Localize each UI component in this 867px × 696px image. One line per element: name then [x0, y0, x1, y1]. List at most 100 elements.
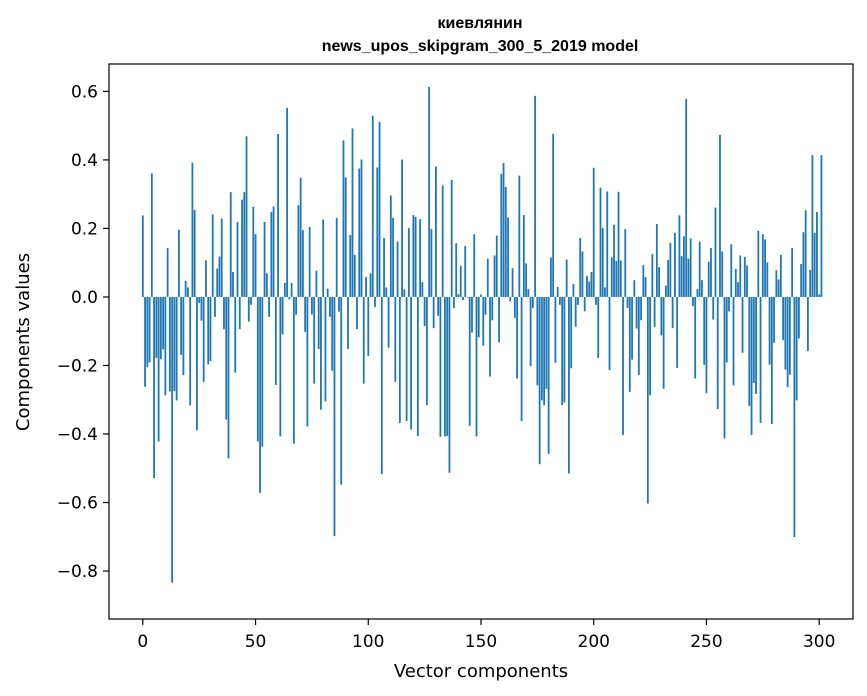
- bar: [802, 232, 805, 297]
- bar: [468, 296, 471, 426]
- x-tick-label: 100: [352, 632, 384, 652]
- bar: [804, 210, 807, 297]
- bar: [274, 296, 277, 386]
- bar: [252, 206, 255, 297]
- bar: [671, 296, 674, 329]
- bar: [608, 296, 611, 370]
- bar: [820, 155, 823, 297]
- bar: [254, 234, 257, 297]
- bar: [779, 254, 782, 297]
- bar: [635, 296, 638, 329]
- bar: [475, 296, 478, 437]
- bar: [385, 287, 388, 297]
- bar: [748, 296, 751, 406]
- bar: [380, 296, 383, 475]
- bar: [534, 95, 537, 297]
- y-tick-label: 0.2: [71, 219, 98, 239]
- bar: [444, 296, 446, 437]
- bar: [279, 296, 282, 437]
- bar: [477, 296, 480, 338]
- y-tick-label: −0.6: [57, 494, 98, 514]
- bar: [757, 230, 760, 297]
- bar: [453, 296, 455, 309]
- y-tick-label: 0.0: [71, 288, 98, 308]
- bar: [538, 296, 541, 465]
- bar: [701, 280, 703, 297]
- bar: [586, 276, 588, 297]
- bar: [782, 296, 785, 341]
- bar: [439, 296, 442, 437]
- bar: [148, 296, 151, 363]
- bar: [207, 296, 210, 365]
- bar: [619, 260, 622, 297]
- bar: [601, 228, 604, 297]
- bar: [286, 107, 289, 297]
- bar: [288, 296, 291, 300]
- bar: [568, 296, 570, 474]
- bar: [807, 296, 809, 352]
- bar: [678, 215, 681, 297]
- x-tick-label: 50: [245, 632, 267, 652]
- bar: [365, 277, 367, 297]
- bar: [536, 296, 539, 386]
- bar: [349, 234, 352, 297]
- bar: [486, 258, 489, 297]
- bar: [685, 98, 688, 297]
- bar: [182, 296, 185, 376]
- bar: [529, 296, 532, 367]
- bar: [642, 265, 645, 297]
- bar: [732, 296, 735, 386]
- bar: [520, 296, 523, 421]
- bar: [220, 218, 223, 297]
- bar: [425, 296, 428, 406]
- bar: [511, 268, 514, 297]
- bar: [739, 255, 742, 297]
- bar: [304, 296, 307, 332]
- bar: [283, 282, 286, 297]
- y-tick-label: −0.8: [57, 562, 98, 582]
- bar: [493, 255, 496, 297]
- x-tick-label: 150: [465, 632, 497, 652]
- bar: [435, 166, 437, 297]
- bar: [728, 296, 730, 312]
- bar: [660, 296, 663, 336]
- y-tick-label: −0.4: [57, 425, 98, 445]
- bar: [705, 296, 708, 394]
- bar: [673, 232, 676, 297]
- bar: [525, 263, 527, 297]
- bar: [615, 260, 618, 297]
- bar: [356, 296, 358, 330]
- bar: [750, 296, 753, 436]
- bar: [797, 296, 800, 339]
- x-tick-label: 250: [690, 632, 722, 652]
- bar: [800, 264, 803, 297]
- y-tick-label: −0.2: [57, 356, 98, 376]
- bar: [317, 296, 320, 350]
- bar: [155, 296, 158, 358]
- chart-title: киевлянин: [437, 15, 522, 32]
- bar: [405, 296, 408, 421]
- bar: [509, 296, 512, 302]
- bar: [335, 217, 338, 297]
- y-axis-label: Components values: [13, 253, 34, 431]
- bar: [238, 296, 241, 330]
- bar: [721, 251, 724, 297]
- bar: [301, 230, 304, 297]
- y-tick-label: 0.4: [71, 151, 98, 171]
- bar: [441, 185, 444, 297]
- bar: [324, 296, 327, 402]
- bar: [504, 186, 507, 297]
- bar: [626, 296, 629, 308]
- bar: [292, 296, 295, 444]
- bar: [389, 195, 392, 297]
- bar: [259, 296, 261, 493]
- bar: [209, 296, 212, 362]
- bar: [687, 258, 690, 297]
- bar: [326, 288, 329, 297]
- bar: [495, 235, 498, 297]
- bar: [144, 296, 146, 387]
- bar: [655, 223, 658, 297]
- bar: [809, 269, 812, 297]
- x-axis-label: Vector components: [394, 661, 568, 682]
- bar: [193, 209, 196, 297]
